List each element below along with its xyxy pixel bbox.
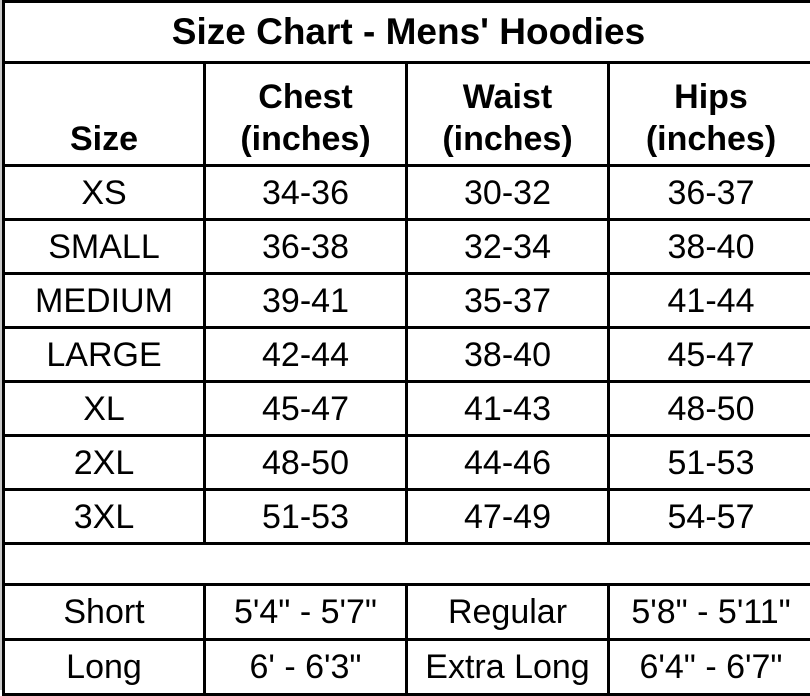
waist-cell: 47-49 — [407, 490, 609, 544]
size-cell: LARGE — [4, 328, 205, 382]
table-title: Size Chart - Mens' Hoodies — [4, 2, 810, 63]
header-chest-line1: Chest — [258, 78, 352, 116]
header-hips-line2: (inches) — [646, 120, 776, 158]
height-range: 6'4" - 6'7" — [609, 640, 810, 695]
header-waist: Waist (inches) — [407, 63, 609, 166]
waist-cell: 44-46 — [407, 436, 609, 490]
spacer-row — [4, 544, 810, 585]
size-cell: XS — [4, 166, 205, 220]
height-range: 5'4" - 5'7" — [205, 585, 407, 640]
spacer-cell — [4, 544, 810, 585]
waist-cell: 30-32 — [407, 166, 609, 220]
waist-cell: 32-34 — [407, 220, 609, 274]
waist-cell: 41-43 — [407, 382, 609, 436]
header-hips: Hips (inches) — [609, 63, 810, 166]
chest-cell: 51-53 — [205, 490, 407, 544]
height-label: Long — [4, 640, 205, 695]
height-label: Short — [4, 585, 205, 640]
hips-cell: 45-47 — [609, 328, 810, 382]
title-row: Size Chart - Mens' Hoodies — [4, 2, 810, 63]
header-waist-line2: (inches) — [442, 120, 572, 158]
hips-cell: 38-40 — [609, 220, 810, 274]
chest-cell: 45-47 — [205, 382, 407, 436]
waist-cell: 35-37 — [407, 274, 609, 328]
size-cell: SMALL — [4, 220, 205, 274]
height-label: Regular — [407, 585, 609, 640]
height-range: 5'8" - 5'11" — [609, 585, 810, 640]
header-row: Size Chest (inches) Waist (inches) Hips (in… — [4, 63, 810, 166]
chest-cell: 39-41 — [205, 274, 407, 328]
chest-cell: 48-50 — [205, 436, 407, 490]
size-cell: XL — [4, 382, 205, 436]
waist-cell: 38-40 — [407, 328, 609, 382]
header-waist-line1: Waist — [463, 78, 552, 116]
hips-cell: 41-44 — [609, 274, 810, 328]
chest-cell: 42-44 — [205, 328, 407, 382]
size-cell: 3XL — [4, 490, 205, 544]
header-chest: Chest (inches) — [205, 63, 407, 166]
hips-cell: 54-57 — [609, 490, 810, 544]
header-chest-line2: (inches) — [240, 120, 370, 158]
height-label: Extra Long — [407, 640, 609, 695]
size-cell: MEDIUM — [4, 274, 205, 328]
size-cell: 2XL — [4, 436, 205, 490]
hips-cell: 48-50 — [609, 382, 810, 436]
hips-cell: 36-37 — [609, 166, 810, 220]
hips-cell: 51-53 — [609, 436, 810, 490]
header-size: Size — [4, 63, 205, 166]
height-range: 6' - 6'3" — [205, 640, 407, 695]
chest-cell: 36-38 — [205, 220, 407, 274]
header-hips-line1: Hips — [674, 78, 748, 116]
chest-cell: 34-36 — [205, 166, 407, 220]
